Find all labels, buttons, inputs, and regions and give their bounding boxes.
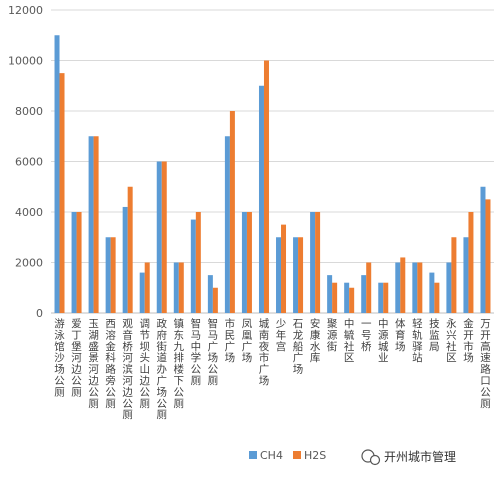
y-tick-label: 2000 (15, 257, 43, 270)
bar-h2s (349, 287, 355, 313)
bar-h2s (298, 237, 304, 313)
x-category-label: 政府街道办广场公厕 (157, 317, 168, 421)
wechat-icon (361, 449, 381, 466)
bar-ch4 (173, 262, 179, 313)
bar-ch4 (241, 212, 247, 313)
y-tick-label: 0 (36, 307, 43, 320)
bar-ch4 (412, 262, 418, 313)
bar-ch4 (122, 206, 128, 313)
bar-ch4 (139, 272, 145, 313)
bar-h2s (263, 60, 269, 313)
bar-h2s (59, 73, 65, 314)
x-category-label: 市民广场 (225, 317, 236, 364)
bar-h2s (383, 282, 389, 313)
bar-h2s (451, 237, 457, 313)
bar-ch4 (207, 275, 213, 314)
bar-h2s (93, 136, 99, 313)
bar-ch4 (258, 85, 264, 313)
bar-ch4 (361, 275, 367, 314)
bar-h2s (144, 262, 150, 313)
bar-h2s (434, 282, 440, 313)
bar-h2s (366, 262, 372, 313)
x-category-label: 金开市场 (463, 317, 474, 364)
y-tick-label: 4000 (15, 206, 43, 219)
x-category-label: 凤凰广场 (242, 318, 253, 364)
x-category-label: 永兴社区 (446, 317, 457, 364)
bar-h2s (332, 282, 338, 313)
bars (54, 35, 491, 314)
y-axis-ticks: 0 2000 4000 6000 8000 10000 12000 (8, 4, 43, 320)
bar-ch4 (446, 262, 452, 313)
bar-ch4 (276, 237, 282, 313)
bar-ch4 (88, 136, 94, 313)
gridlines (51, 9, 494, 314)
x-category-label: 城南夜市广场 (259, 318, 270, 387)
bar-ch4 (378, 282, 384, 313)
bar-h2s (76, 212, 82, 313)
y-tick-label: 8000 (15, 105, 43, 118)
bar-h2s (127, 186, 133, 313)
x-category-label: 石龙船广场 (293, 318, 304, 376)
y-tick-label: 12000 (8, 4, 43, 17)
x-category-label: 镇东九排楼下公厕 (174, 317, 185, 410)
bar-ch4 (327, 275, 333, 314)
bar-h2s (161, 161, 167, 313)
x-category-label: 一号桥 (361, 318, 372, 353)
bar-ch4 (463, 237, 469, 313)
bar-h2s (246, 212, 252, 313)
bar-h2s (229, 111, 235, 313)
x-category-label: 玉湖盛景河边公厕 (88, 318, 99, 410)
x-category-label: 爱丁堡河边公厕 (71, 317, 82, 398)
bar-h2s (315, 212, 321, 313)
bar-ch4 (156, 161, 162, 313)
bar-h2s (281, 224, 287, 314)
bar-ch4 (54, 35, 60, 313)
bar-ch4 (395, 262, 401, 313)
bar-h2s (195, 212, 201, 313)
x-category-label: 技监局 (429, 317, 440, 353)
bar-h2s (400, 257, 406, 313)
legend-swatch-ch4 (249, 451, 257, 459)
bar-ch4 (429, 272, 435, 313)
watermark-text: 开州城市管理 (384, 449, 456, 464)
x-category-label: 中毓社区 (344, 317, 355, 364)
bar-ch4 (344, 282, 350, 313)
bar-ch4 (190, 219, 196, 313)
bar-h2s (468, 212, 474, 313)
x-category-label: 万开高速路口公厕 (480, 318, 491, 410)
legend-label-ch4: CH4 (260, 449, 283, 462)
legend: CH4 H2S (249, 449, 326, 462)
bar-ch4 (71, 212, 77, 313)
x-axis-categories: 游泳馆沙场公厕爱丁堡河边公厕玉湖盛景河边公厕西溶金科路旁公厕观音桥河滨河边公厕调… (54, 317, 491, 421)
bar-h2s (178, 262, 184, 313)
bar-ch4 (105, 237, 111, 313)
bar-ch4 (293, 237, 299, 313)
x-category-label: 少年宫 (276, 318, 287, 353)
x-category-label: 智马广场公厕 (208, 317, 219, 387)
bar-h2s (485, 199, 491, 314)
y-tick-label: 10000 (8, 55, 43, 68)
bar-h2s (417, 262, 423, 313)
x-category-label: 轻轨驿站 (412, 317, 423, 364)
legend-label-h2s: H2S (304, 449, 326, 462)
x-category-label: 体育场 (395, 318, 406, 353)
x-category-label: 西溶金科路旁公厕 (105, 318, 116, 410)
x-category-label: 调节坝头山边公厕 (139, 318, 150, 410)
bar-ch4 (310, 212, 316, 313)
bar-h2s (212, 287, 218, 313)
legend-swatch-h2s (293, 451, 301, 459)
x-category-label: 安康水库 (310, 317, 321, 364)
bar-ch4 (480, 186, 486, 313)
x-category-label: 智马中学公厕 (191, 317, 202, 387)
watermark: 开州城市管理 (361, 449, 456, 466)
y-tick-label: 6000 (15, 156, 43, 169)
x-category-label: 中源城业 (378, 317, 389, 364)
bar-ch4 (224, 136, 230, 313)
x-category-label: 游泳馆沙场公厕 (54, 317, 65, 398)
x-category-label: 观音桥河滨河边公厕 (122, 318, 133, 421)
x-category-label: 聚源街 (327, 318, 338, 353)
bar-h2s (110, 237, 116, 313)
